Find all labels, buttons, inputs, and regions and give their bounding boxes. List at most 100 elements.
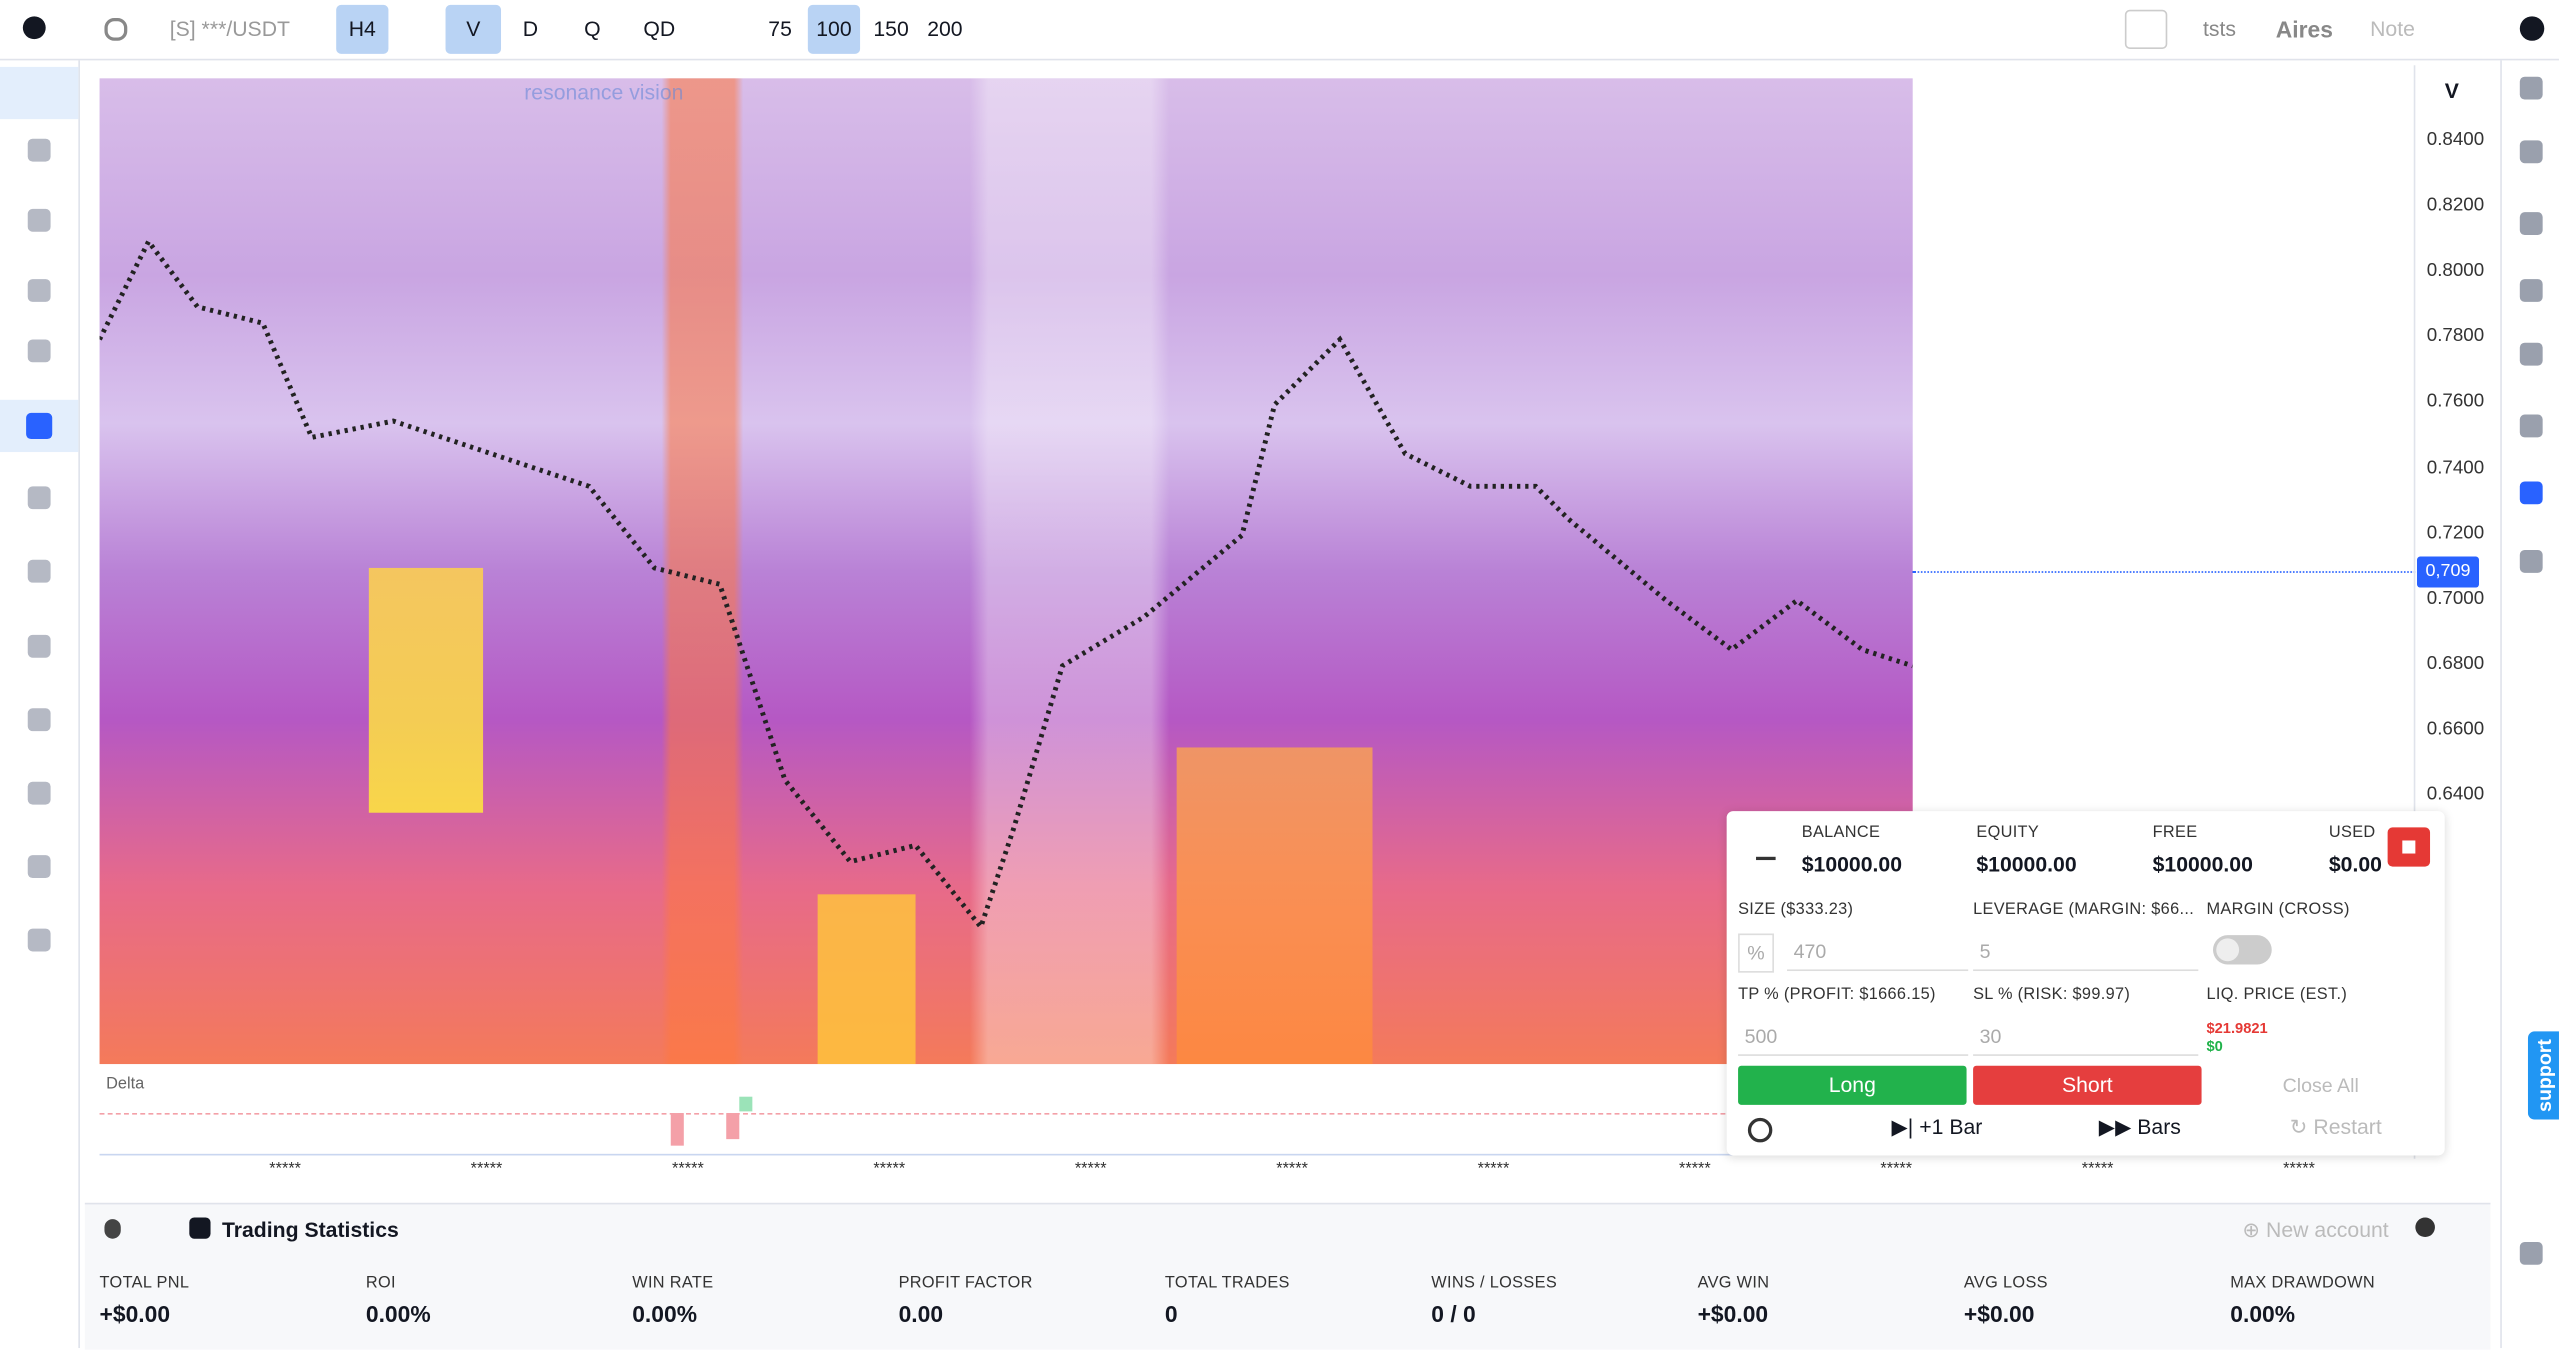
count-button[interactable]: 200 bbox=[927, 16, 963, 41]
timeframe-button[interactable]: Q bbox=[584, 16, 601, 41]
x-tick-label: ***** bbox=[873, 1160, 906, 1179]
toggle-knob bbox=[2216, 938, 2240, 962]
download-icon[interactable] bbox=[1756, 837, 1776, 861]
tp-input[interactable]: 500 bbox=[1738, 1018, 1969, 1056]
stat-value: +$0.00 bbox=[1963, 1300, 2035, 1327]
timeframe-button[interactable]: QD bbox=[643, 16, 676, 41]
y-tick-label: 0.6800 bbox=[2426, 654, 2485, 674]
side-icon[interactable] bbox=[2519, 342, 2543, 366]
balance-value: $0.00 bbox=[2328, 851, 2382, 877]
count-button[interactable]: 150 bbox=[873, 16, 909, 41]
timeframe-button[interactable]: V bbox=[445, 4, 502, 54]
tool-icon[interactable] bbox=[27, 559, 51, 583]
stats-panel: Trading Statistics ⊕ New account TOTAL P… bbox=[84, 1202, 2491, 1350]
stat-value: +$0.00 bbox=[1697, 1300, 1769, 1327]
side-icon[interactable] bbox=[2519, 279, 2543, 302]
y-tick-label: 0.6400 bbox=[2426, 784, 2485, 805]
side-icon[interactable] bbox=[2519, 1241, 2543, 1265]
note[interactable]: Note bbox=[2370, 16, 2415, 41]
heatmap bbox=[99, 78, 1913, 1065]
long-button[interactable]: Long bbox=[1738, 1065, 1967, 1105]
price-tag: 0,709 bbox=[2416, 556, 2480, 588]
price-candles bbox=[99, 236, 1913, 933]
stop-icon bbox=[2402, 840, 2416, 854]
tool-icon[interactable] bbox=[27, 928, 51, 952]
stat-label: TOTAL PNL bbox=[99, 1274, 190, 1293]
heat-hotspot bbox=[1176, 747, 1373, 1065]
leverage-input[interactable]: 5 bbox=[1973, 934, 2199, 972]
tool-icon[interactable] bbox=[27, 486, 51, 510]
tool-icon[interactable] bbox=[27, 855, 51, 879]
y-tick-label: 0.6600 bbox=[2426, 719, 2485, 740]
stat-label: TOTAL TRADES bbox=[1164, 1274, 1290, 1293]
tool-icon[interactable] bbox=[27, 339, 51, 363]
balance-value: $10000.00 bbox=[1801, 851, 1903, 877]
new-account[interactable]: ⊕ New account bbox=[2242, 1217, 2389, 1242]
bulb-icon[interactable] bbox=[104, 1219, 121, 1239]
tp-label: TP % (PROFIT: $1666.15) bbox=[1738, 985, 1936, 1004]
bars-button[interactable]: ▶▶ Bars bbox=[2098, 1114, 2181, 1140]
x-tick-label: ***** bbox=[672, 1160, 704, 1179]
stat-label: MAX DRAWDOWN bbox=[2230, 1274, 2376, 1293]
delta-bar bbox=[670, 1113, 684, 1146]
liq-label: LIQ. PRICE (EST.) bbox=[2206, 985, 2348, 1004]
new-account-label: New account bbox=[2266, 1217, 2389, 1242]
count-button[interactable]: 100 bbox=[807, 4, 861, 54]
price-axis bbox=[2413, 65, 2416, 1159]
balance-label: USED bbox=[2328, 824, 2376, 843]
search-icon[interactable] bbox=[104, 17, 128, 41]
x-tick-label: ***** bbox=[470, 1160, 503, 1179]
tool-icon[interactable] bbox=[27, 279, 51, 302]
size-unit[interactable]: % bbox=[1738, 933, 1774, 973]
y-tick-label: 0.7200 bbox=[2426, 523, 2485, 543]
trade-panel: SIZE ($333.23) LEVERAGE (MARGIN: $66... … bbox=[1726, 811, 2445, 1156]
sl-input[interactable]: 30 bbox=[1973, 1018, 2199, 1056]
stat-label: WIN RATE bbox=[632, 1274, 714, 1293]
delta-pane: Delta bbox=[99, 1066, 1913, 1156]
checkbox[interactable] bbox=[2124, 9, 2168, 49]
history-icon[interactable] bbox=[1747, 1117, 1773, 1143]
aires[interactable]: Aires bbox=[2275, 16, 2333, 43]
side-icon[interactable] bbox=[2519, 549, 2543, 573]
settings-icon[interactable] bbox=[2519, 16, 2545, 41]
tool-icon[interactable] bbox=[27, 781, 51, 805]
count-button[interactable]: 75 bbox=[768, 16, 792, 41]
short-button[interactable]: Short bbox=[1973, 1065, 2202, 1105]
tool-icon[interactable] bbox=[27, 208, 51, 232]
timeframe-button[interactable]: D bbox=[522, 16, 539, 41]
restart-button[interactable]: ↻ Restart bbox=[2289, 1114, 2382, 1140]
stat-label: AVG LOSS bbox=[1963, 1274, 2048, 1293]
stop-button[interactable] bbox=[2387, 827, 2431, 867]
sl-label: SL % (RISK: $99.97) bbox=[1973, 985, 2131, 1004]
stats-title: Trading Statistics bbox=[221, 1217, 399, 1242]
globe-icon[interactable] bbox=[2415, 1217, 2435, 1238]
left-sidebar bbox=[0, 60, 80, 1349]
tool-icon[interactable] bbox=[27, 708, 51, 732]
x-tick-label: ***** bbox=[2081, 1160, 2114, 1179]
tsts[interactable]: tsts bbox=[2202, 16, 2237, 41]
side-icon[interactable] bbox=[2519, 481, 2543, 505]
symbol[interactable]: [S] ***/USDT bbox=[169, 16, 290, 41]
stat-value: 0.00% bbox=[632, 1300, 698, 1327]
tool-icon[interactable] bbox=[27, 634, 51, 658]
size-input[interactable]: 470 bbox=[1787, 934, 1969, 972]
side-icon[interactable] bbox=[2519, 212, 2543, 236]
support-label: support bbox=[2532, 1039, 2556, 1112]
x-tick-label: ***** bbox=[1074, 1160, 1107, 1179]
timeframe-button[interactable]: H4 bbox=[336, 4, 389, 54]
side-icon[interactable] bbox=[2519, 76, 2543, 100]
close-all-button[interactable]: Close All bbox=[2282, 1073, 2359, 1097]
side-icon[interactable] bbox=[2519, 140, 2543, 164]
margin-toggle[interactable] bbox=[2212, 935, 2272, 965]
tool-icon[interactable] bbox=[27, 138, 51, 162]
user-icon[interactable] bbox=[22, 16, 46, 40]
heat-hotspot bbox=[817, 894, 916, 1065]
restart-label: Restart bbox=[2313, 1114, 2382, 1140]
plus-bar-button[interactable]: ▶| +1 Bar bbox=[1891, 1114, 1983, 1140]
balance-label: FREE bbox=[2152, 824, 2198, 843]
support-tab[interactable]: support bbox=[2527, 1031, 2559, 1120]
side-icon[interactable] bbox=[2519, 414, 2543, 438]
y-tick-label: 0.7600 bbox=[2426, 392, 2485, 412]
crosshair-tool[interactable] bbox=[0, 66, 79, 120]
